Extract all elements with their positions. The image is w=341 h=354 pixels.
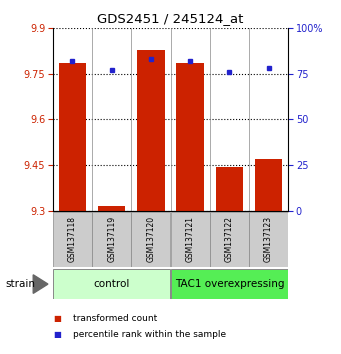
Text: control: control [93, 279, 130, 289]
Bar [59, 63, 86, 211]
Text: GSM137121: GSM137121 [186, 216, 195, 262]
Bar [176, 63, 204, 211]
Text: strain: strain [5, 279, 35, 289]
Bar [53, 212, 92, 267]
Bar [249, 212, 288, 267]
Text: GSM137120: GSM137120 [146, 216, 155, 262]
Bar [216, 167, 243, 211]
Text: GSM137118: GSM137118 [68, 216, 77, 262]
Bar [131, 212, 170, 267]
Bar [255, 159, 282, 211]
Bar [210, 212, 249, 267]
Bar [170, 212, 210, 267]
Text: GSM137119: GSM137119 [107, 216, 116, 262]
Bar [98, 206, 125, 211]
Bar [92, 212, 131, 267]
Text: ■: ■ [53, 330, 61, 339]
Bar [170, 269, 288, 299]
Polygon shape [33, 275, 48, 293]
Bar [53, 269, 170, 299]
Text: TAC1 overexpressing: TAC1 overexpressing [175, 279, 284, 289]
Text: GDS2451 / 245124_at: GDS2451 / 245124_at [97, 12, 244, 25]
Text: ■: ■ [53, 314, 61, 323]
Text: transformed count: transformed count [73, 314, 158, 323]
Text: percentile rank within the sample: percentile rank within the sample [73, 330, 226, 339]
Text: GSM137123: GSM137123 [264, 216, 273, 262]
Text: GSM137122: GSM137122 [225, 216, 234, 262]
Bar [137, 50, 165, 211]
